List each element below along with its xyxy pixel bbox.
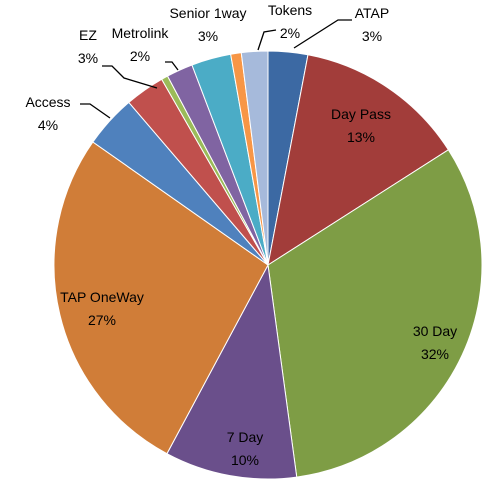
leader-line [102, 65, 158, 89]
category-name: 30 Day [413, 323, 457, 339]
category-name: Senior 1way [169, 5, 246, 21]
value-label: 3% [362, 28, 382, 44]
category-name: ATAP [355, 5, 390, 21]
value-label: 2% [280, 25, 300, 41]
value-label: 3% [78, 50, 98, 66]
slice-label: Tokens 2% [268, 2, 312, 41]
value-label: 4% [38, 117, 58, 133]
slice-label: Day Pass 13% [331, 106, 391, 145]
category-name: Tokens [268, 2, 312, 18]
slice-label: ATAP 3% [355, 5, 390, 44]
value-label: 2% [130, 48, 150, 64]
slice-label: 7 Day 10% [227, 429, 264, 468]
category-name: Day Pass [331, 106, 391, 122]
category-name: Access [25, 94, 70, 110]
slice-label: Senior 1way 3% [169, 5, 246, 44]
slice-label: Metrolink 2% [112, 25, 170, 64]
slices [53, 50, 483, 480]
leader-lines [80, 19, 352, 119]
category-name: EZ [79, 27, 97, 43]
slice [267, 149, 483, 478]
slice-label: EZ 3% [78, 27, 98, 66]
leader-line [257, 29, 277, 51]
leader-line [293, 19, 352, 49]
value-label: 32% [421, 346, 449, 362]
category-name: Metrolink [112, 25, 170, 41]
slice [53, 141, 269, 455]
category-name: 7 Day [227, 429, 264, 445]
value-label: 10% [231, 452, 259, 468]
slice-label: Access 4% [25, 94, 70, 133]
category-name: TAP OneWay [60, 289, 144, 305]
value-label: 3% [198, 28, 218, 44]
slice [166, 263, 298, 480]
leader-line [80, 103, 111, 119]
value-label: 27% [88, 312, 116, 328]
value-label: 13% [347, 129, 375, 145]
slice [240, 50, 269, 266]
slice [267, 54, 450, 267]
slice-label: TAP OneWay 27% [60, 289, 144, 328]
leader-line [165, 61, 179, 71]
slice-label: 30 Day 32% [413, 323, 457, 362]
